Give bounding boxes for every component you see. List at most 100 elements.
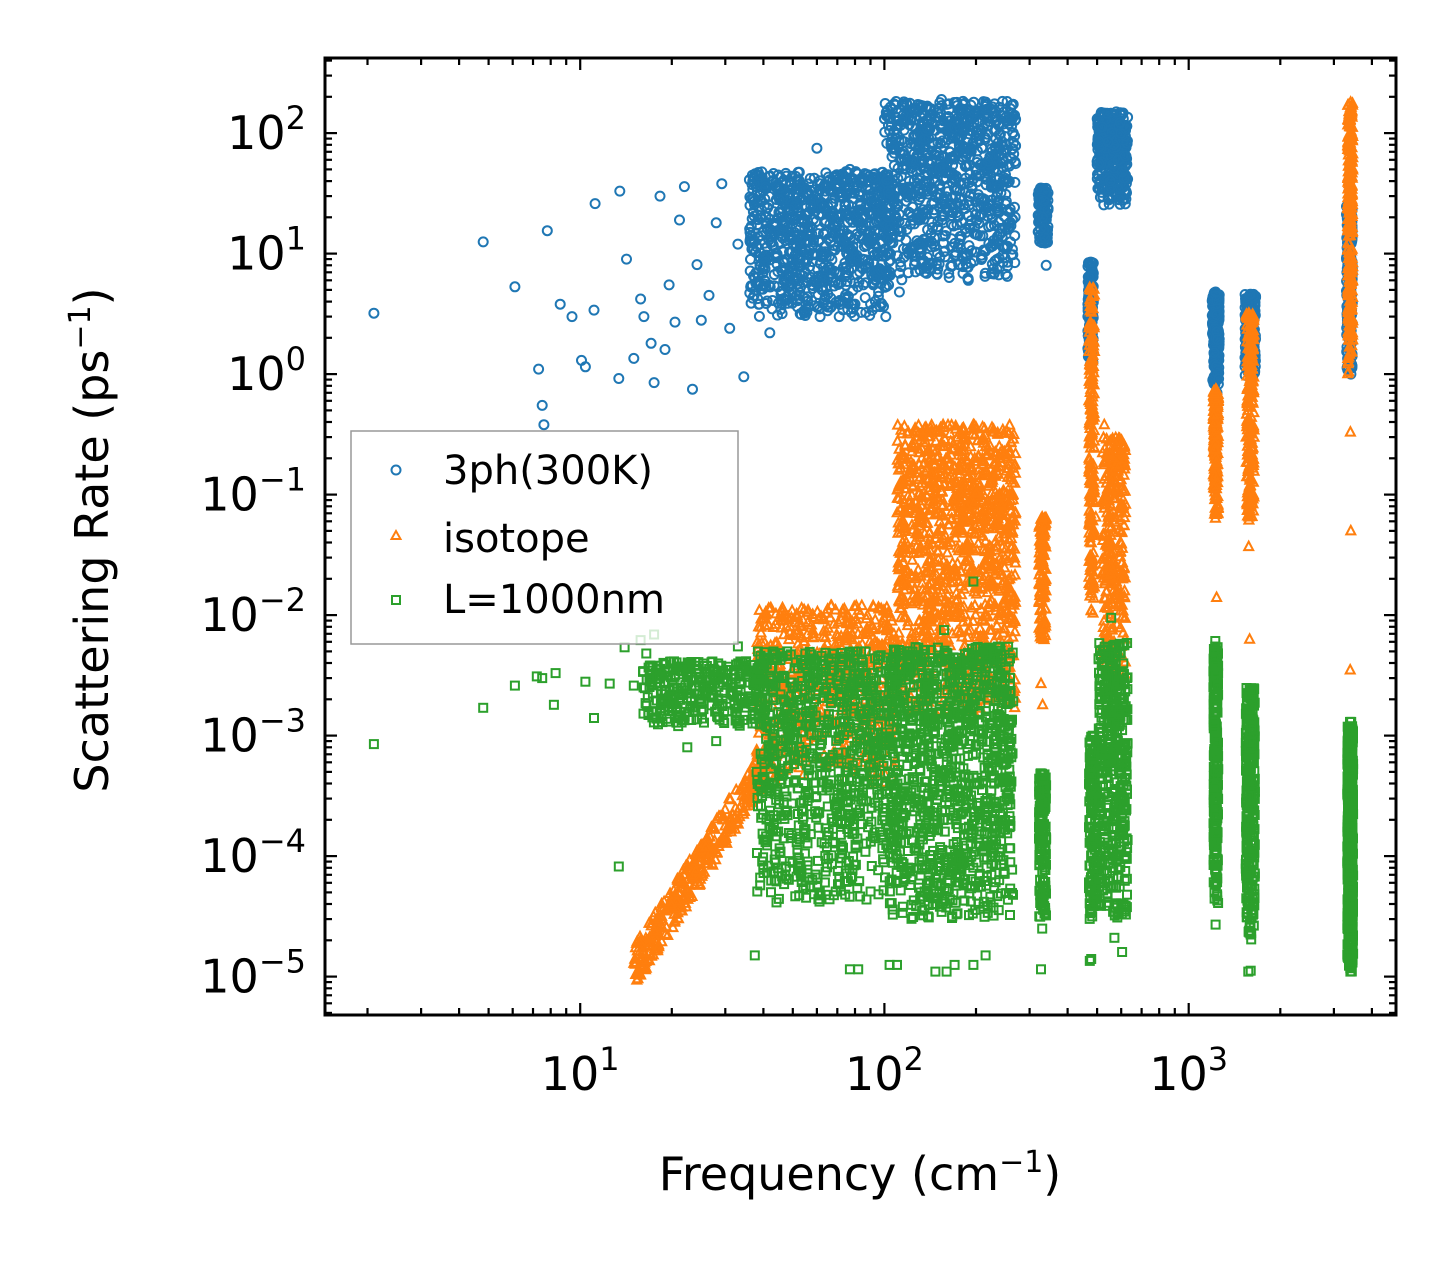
data-point bbox=[839, 262, 851, 274]
data-point bbox=[770, 247, 782, 259]
data-point bbox=[772, 281, 784, 293]
data-point bbox=[839, 199, 851, 211]
data-point bbox=[774, 182, 786, 194]
data-point bbox=[774, 194, 785, 206]
data-point bbox=[767, 295, 778, 306]
data-point bbox=[876, 298, 888, 310]
data-point bbox=[881, 281, 893, 292]
data-point bbox=[869, 197, 881, 209]
data-point bbox=[841, 247, 853, 259]
data-point bbox=[820, 240, 832, 252]
data-point bbox=[843, 229, 855, 241]
data-point bbox=[843, 184, 855, 196]
data-point bbox=[865, 298, 877, 310]
data-point bbox=[856, 261, 868, 273]
data-point bbox=[801, 208, 813, 220]
data-point bbox=[859, 292, 871, 304]
data-point bbox=[820, 167, 832, 179]
data-point bbox=[842, 290, 854, 302]
data-point bbox=[820, 215, 832, 227]
data-point bbox=[818, 201, 830, 213]
data-point bbox=[793, 254, 804, 265]
data-point bbox=[792, 166, 804, 178]
data-point bbox=[785, 223, 797, 235]
data-point bbox=[795, 260, 807, 272]
data-point bbox=[784, 204, 796, 216]
data-point bbox=[761, 295, 773, 307]
data-point bbox=[862, 261, 874, 273]
data-point bbox=[748, 290, 760, 301]
data-point bbox=[831, 209, 843, 221]
data-point bbox=[788, 273, 800, 284]
data-point bbox=[1010, 158, 1022, 170]
data-point bbox=[821, 299, 833, 310]
data-point bbox=[828, 265, 840, 277]
data-point bbox=[780, 167, 792, 179]
data-point bbox=[750, 246, 762, 258]
data-point bbox=[814, 234, 826, 246]
data-point bbox=[851, 212, 863, 224]
data-point bbox=[782, 282, 794, 293]
data-point bbox=[855, 306, 867, 318]
data-point bbox=[764, 170, 776, 182]
data-point bbox=[819, 228, 831, 240]
data-point bbox=[761, 217, 773, 228]
data-point bbox=[864, 233, 876, 245]
data-point bbox=[748, 196, 760, 208]
data-point bbox=[768, 219, 780, 231]
data-point bbox=[892, 250, 903, 262]
data-point bbox=[819, 217, 831, 229]
data-point bbox=[820, 182, 832, 194]
data-point bbox=[768, 269, 780, 281]
data-point bbox=[745, 253, 756, 265]
data-point bbox=[803, 206, 815, 218]
data-point bbox=[814, 258, 826, 269]
data-point bbox=[759, 181, 771, 193]
data-point bbox=[872, 246, 884, 258]
data-point bbox=[858, 241, 870, 253]
data-point bbox=[818, 272, 830, 283]
data-point bbox=[871, 216, 882, 228]
data-point bbox=[812, 270, 823, 282]
data-point bbox=[851, 269, 863, 281]
data-point bbox=[758, 274, 770, 286]
data-point bbox=[826, 276, 838, 288]
data-point bbox=[922, 224, 934, 236]
data-point bbox=[744, 233, 756, 245]
data-point bbox=[753, 310, 765, 322]
data-point bbox=[802, 216, 814, 227]
data-point bbox=[756, 166, 768, 178]
data-point bbox=[781, 253, 793, 265]
data-point bbox=[807, 236, 819, 248]
data-point bbox=[822, 262, 834, 274]
data-point bbox=[779, 294, 791, 306]
data-point bbox=[812, 188, 824, 200]
data-point bbox=[885, 248, 896, 260]
data-point bbox=[838, 204, 850, 216]
data-point bbox=[884, 237, 896, 249]
data-point bbox=[775, 303, 787, 315]
data-point bbox=[842, 249, 854, 261]
data-point bbox=[812, 289, 824, 300]
data-point bbox=[854, 188, 866, 200]
data-point bbox=[784, 179, 796, 191]
data-point bbox=[800, 293, 812, 305]
data-point bbox=[841, 276, 853, 287]
data-point bbox=[864, 209, 876, 221]
data-point bbox=[760, 281, 772, 293]
data-point bbox=[799, 310, 811, 321]
data-point bbox=[852, 205, 864, 217]
plot-area bbox=[368, 94, 1359, 985]
data-point bbox=[860, 200, 872, 212]
data-point bbox=[868, 171, 880, 183]
data-point bbox=[760, 256, 771, 268]
data-point bbox=[808, 172, 820, 184]
data-point bbox=[794, 185, 806, 196]
data-point bbox=[853, 230, 865, 242]
data-point bbox=[857, 279, 869, 291]
data-point bbox=[744, 223, 756, 235]
data-point bbox=[866, 304, 878, 316]
data-point bbox=[848, 174, 860, 185]
data-point bbox=[762, 202, 774, 214]
